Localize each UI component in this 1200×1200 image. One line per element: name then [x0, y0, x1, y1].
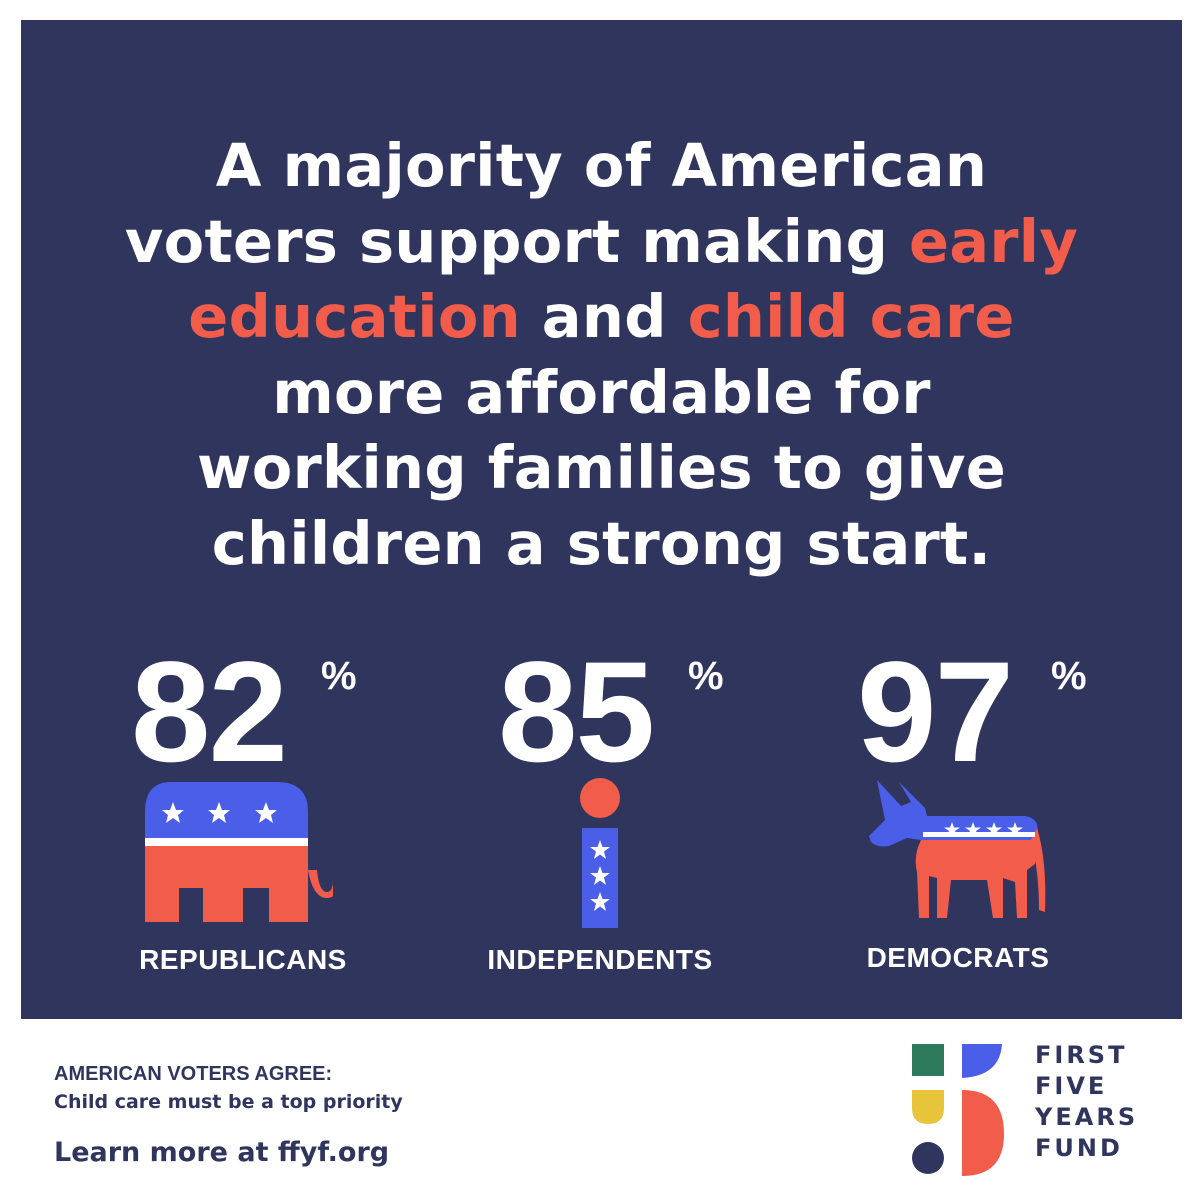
stat-unit-democrats: % — [1051, 654, 1087, 698]
label-democrats: DEMOCRATS — [866, 942, 1050, 973]
logo-line-fund: FUND — [1035, 1134, 1123, 1162]
ffyf-logo-mark-icon — [912, 1044, 1004, 1176]
headline-line-3: education and child care — [21, 279, 1182, 355]
logo-line-years: YEARS — [1035, 1103, 1139, 1131]
headline-text: voters support making — [124, 206, 909, 276]
stat-independents: 85 % — [498, 633, 724, 792]
footer-agree-subtitle: Child care must be a top priority — [54, 1091, 403, 1113]
headline-accent-child-care: child care — [687, 282, 1015, 351]
label-independents: INDEPENDENTS — [487, 944, 713, 975]
infographic-panel: A majority of American voters support ma… — [21, 20, 1182, 1019]
stat-unit-republicans: % — [321, 654, 357, 698]
footer-agree-title: AMERICAN VOTERS AGREE: — [54, 1063, 333, 1085]
stat-value-democrats: 97 — [857, 633, 1014, 792]
ffyf-logo-text: FIRST FIVE YEARS FUND — [1035, 1040, 1138, 1164]
headline-line-4: more affordable for — [272, 357, 931, 427]
headline-line-6: children a strong start. — [211, 508, 992, 578]
stat-unit-independents: % — [688, 654, 724, 698]
logo-line-first: FIRST — [1035, 1041, 1128, 1069]
headline-accent-early: early — [908, 206, 1079, 276]
headline-accent-education: education — [188, 282, 521, 351]
stat-value-independents: 85 — [498, 633, 655, 792]
headline-line-5: working families to give — [196, 433, 1007, 502]
stat-republicans: 82 % — [131, 633, 357, 792]
headline-text-and: and — [520, 282, 688, 351]
stat-democrats: 97 % — [857, 633, 1087, 792]
label-republicans: REPUBLICANS — [139, 944, 347, 975]
logo-line-five: FIVE — [1035, 1072, 1108, 1100]
headline: A majority of American voters support ma… — [21, 128, 1182, 581]
donkey-icon — [869, 780, 1046, 918]
headline-line-1: A majority of American — [215, 131, 988, 200]
elephant-icon — [145, 782, 333, 922]
learn-more-link[interactable]: Learn more at ffyf.org — [54, 1137, 390, 1168]
footer-agree: AMERICAN VOTERS AGREE: Child care must b… — [54, 1060, 403, 1116]
independent-i-icon — [580, 778, 620, 928]
stat-value-republicans: 82 — [131, 633, 288, 792]
headline-line-2: voters support making early — [21, 204, 1182, 280]
